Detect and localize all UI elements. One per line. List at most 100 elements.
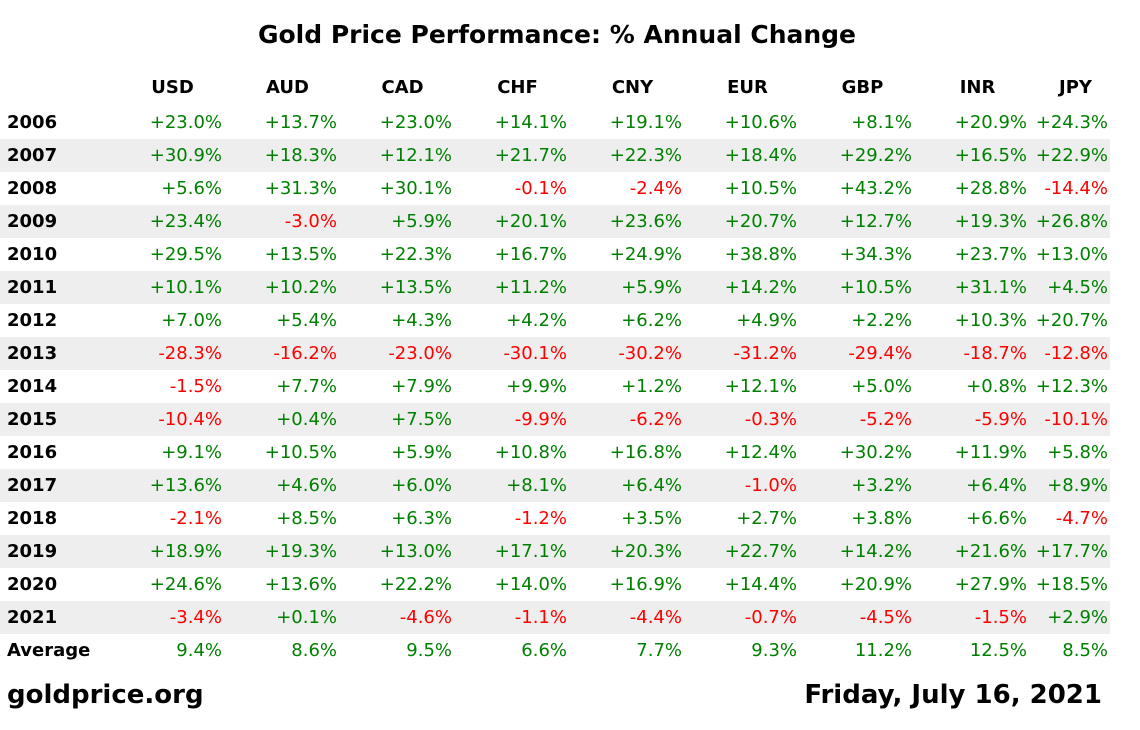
row-label: 2021 — [7, 607, 58, 628]
row-label: 2011 — [7, 277, 58, 298]
value-cell: +5.8% — [1047, 442, 1108, 463]
value-cell: +10.5% — [839, 277, 912, 298]
value-cell: +1.2% — [621, 376, 682, 397]
column-header-gbp: GBP — [841, 77, 884, 98]
table-row: 2013 -28.3% -16.2% -23.0% -30.1% -30.2% -31.2%… — [0, 337, 1110, 370]
value-cell: -5.9% — [974, 409, 1027, 430]
value-cell: +5.6% — [161, 178, 222, 199]
value-cell: -14.4% — [1044, 178, 1108, 199]
value-cell: +4.5% — [1047, 277, 1108, 298]
value-cell: -10.4% — [158, 409, 222, 430]
value-cell: +6.0% — [391, 475, 452, 496]
row-label: Average — [7, 640, 91, 661]
value-cell: +22.3% — [609, 145, 682, 166]
value-cell: -1.5% — [974, 607, 1027, 628]
value-cell: +7.5% — [391, 409, 452, 430]
value-cell: +7.9% — [391, 376, 452, 397]
value-cell: 9.5% — [406, 640, 452, 661]
value-cell: -31.2% — [733, 343, 797, 364]
average-row: Average 9.4% 8.6% 9.5% 6.6% 7.7% 9.3% 11.2% 12.5… — [0, 634, 1110, 667]
value-cell: +6.4% — [966, 475, 1027, 496]
value-cell: -5.2% — [859, 409, 912, 430]
value-cell: +17.1% — [494, 541, 567, 562]
value-cell: +10.5% — [724, 178, 797, 199]
table-title: Gold Price Performance: % Annual Change — [257, 20, 857, 49]
value-cell: -18.7% — [963, 343, 1027, 364]
value-cell: 11.2% — [854, 640, 912, 661]
value-cell: 8.5% — [1062, 640, 1108, 661]
table-row: 2011 +10.1% +10.2% +13.5% +11.2% +5.9% +14.2% +… — [0, 271, 1110, 304]
value-cell: +14.1% — [494, 112, 567, 133]
table-row: 2021 -3.4% +0.1% -4.6% -1.1% -4.4% -0.7% -4.5% -… — [0, 601, 1110, 634]
value-cell: -1.5% — [169, 376, 222, 397]
value-cell: +23.0% — [379, 112, 452, 133]
value-cell: +6.2% — [621, 310, 682, 331]
value-cell: +29.5% — [149, 244, 222, 265]
value-cell: -12.8% — [1044, 343, 1108, 364]
value-cell: +10.3% — [954, 310, 1027, 331]
value-cell: +20.9% — [839, 574, 912, 595]
value-cell: +22.2% — [379, 574, 452, 595]
date-label: Friday, July 16, 2021 — [804, 680, 1102, 710]
value-cell: +10.2% — [264, 277, 337, 298]
value-cell: +20.7% — [724, 211, 797, 232]
value-cell: -10.1% — [1044, 409, 1108, 430]
value-cell: 9.4% — [176, 640, 222, 661]
value-cell: +20.9% — [954, 112, 1027, 133]
row-label: 2012 — [7, 310, 58, 331]
table-row: 2014 -1.5% +7.7% +7.9% +9.9% +1.2% +12.1% +5.0%… — [0, 370, 1110, 403]
column-header-aud: AUD — [266, 77, 309, 98]
value-cell: 9.3% — [751, 640, 797, 661]
value-cell: +12.1% — [379, 145, 452, 166]
value-cell: +5.0% — [851, 376, 912, 397]
table-row: 2012 +7.0% +5.4% +4.3% +4.2% +6.2% +4.9% +2.2% +… — [0, 304, 1110, 337]
value-cell: +10.1% — [149, 277, 222, 298]
row-label: 2007 — [7, 145, 58, 166]
value-cell: +38.8% — [724, 244, 797, 265]
table-row: 2009 +23.4% -3.0% +5.9% +20.1% +23.6% +20.7% +1… — [0, 205, 1110, 238]
column-header-cny: CNY — [611, 77, 654, 98]
value-cell: -4.4% — [629, 607, 682, 628]
value-cell: 12.5% — [969, 640, 1027, 661]
value-cell: +6.4% — [621, 475, 682, 496]
row-label: 2019 — [7, 541, 58, 562]
value-cell: +18.5% — [1035, 574, 1108, 595]
value-cell: +7.0% — [161, 310, 222, 331]
value-cell: +20.3% — [609, 541, 682, 562]
value-cell: +14.2% — [839, 541, 912, 562]
value-cell: +31.3% — [264, 178, 337, 199]
value-cell: 7.7% — [636, 640, 682, 661]
value-cell: +0.8% — [966, 376, 1027, 397]
value-cell: +2.7% — [736, 508, 797, 529]
header-row: USD AUD CAD CHF CNY EUR GBP INR JPY — [0, 70, 1110, 106]
table-row: 2018 -2.1% +8.5% +6.3% -1.2% +3.5% +2.7% +3.8% +… — [0, 502, 1110, 535]
value-cell: +10.6% — [724, 112, 797, 133]
value-cell: +13.5% — [264, 244, 337, 265]
value-cell: +13.7% — [264, 112, 337, 133]
value-cell: +22.9% — [1035, 145, 1108, 166]
table-row: 2019 +18.9% +19.3% +13.0% +17.1% +20.3% +22.7%… — [0, 535, 1110, 568]
value-cell: +20.1% — [494, 211, 567, 232]
value-cell: +16.8% — [609, 442, 682, 463]
value-cell: +28.8% — [954, 178, 1027, 199]
value-cell: +13.6% — [264, 574, 337, 595]
row-label: 2018 — [7, 508, 58, 529]
value-cell: +13.0% — [1035, 244, 1108, 265]
value-cell: +3.5% — [621, 508, 682, 529]
value-cell: +16.9% — [609, 574, 682, 595]
value-cell: -3.0% — [284, 211, 337, 232]
value-cell: +23.0% — [149, 112, 222, 133]
value-cell: +18.3% — [264, 145, 337, 166]
value-cell: 6.6% — [521, 640, 567, 661]
value-cell: +4.3% — [391, 310, 452, 331]
table-row: 2017 +13.6% +4.6% +6.0% +8.1% +6.4% -1.0% +3.2%… — [0, 469, 1110, 502]
value-cell: +19.1% — [609, 112, 682, 133]
table-row: 2006 +23.0% +13.7% +23.0% +14.1% +19.1% +10.6%… — [0, 106, 1110, 139]
value-cell: +30.9% — [149, 145, 222, 166]
value-cell: -4.7% — [1055, 508, 1108, 529]
source-label: goldprice.org — [7, 680, 204, 710]
value-cell: +26.8% — [1035, 211, 1108, 232]
value-cell: -1.2% — [514, 508, 567, 529]
value-cell: +22.7% — [724, 541, 797, 562]
value-cell: -1.0% — [744, 475, 797, 496]
